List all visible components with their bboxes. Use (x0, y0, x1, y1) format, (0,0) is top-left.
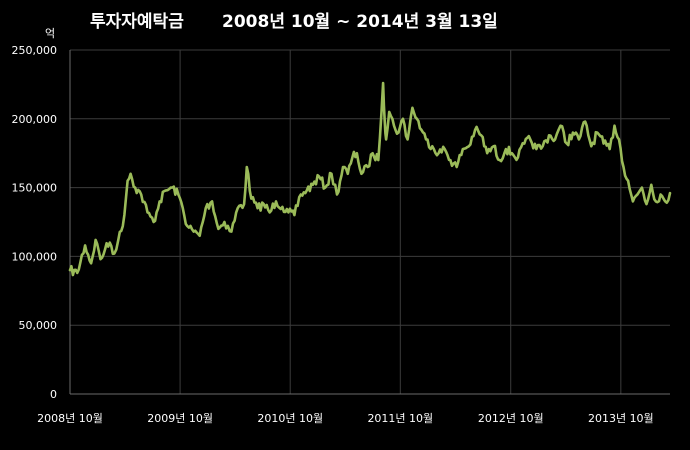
y-tick-label: 100,000 (12, 250, 58, 263)
x-tick-label: 2013년 10월 (588, 412, 654, 425)
y-tick-label: 250,000 (12, 44, 58, 57)
x-axis-ticks: 2008년 10월 2009년 10월 2010년 10월 2011년 10월 2012… (37, 412, 654, 425)
x-tick-label: 2010년 10월 (257, 412, 323, 425)
y-tick-label: 0 (50, 388, 57, 401)
x-tick-label: 2009년 10월 (147, 412, 213, 425)
y-axis-unit-label: 억 (45, 27, 55, 40)
series-line (68, 81, 672, 277)
axes (69, 50, 670, 395)
chart-title-part1: 투자자예탁금 (90, 12, 184, 32)
gridlines (70, 49, 670, 394)
series-layer (68, 81, 672, 277)
x-tick-label: 2011년 10월 (367, 412, 433, 425)
x-tick-label: 2008년 10월 (37, 412, 103, 425)
y-tick-label: 200,000 (12, 113, 58, 126)
y-tick-label: 50,000 (19, 319, 58, 332)
chart-title: 투자자예탁금 2008년 10월 ~ 2014년 3월 13일 (90, 12, 498, 32)
chart-title-part2: 2008년 10월 ~ 2014년 3월 13일 (222, 12, 498, 32)
y-tick-label: 150,000 (12, 182, 58, 195)
y-axis-ticks: 0 50,000 100,000 150,000 200,000 250,000 (12, 44, 58, 401)
x-tick-label: 2012년 10월 (478, 412, 544, 425)
